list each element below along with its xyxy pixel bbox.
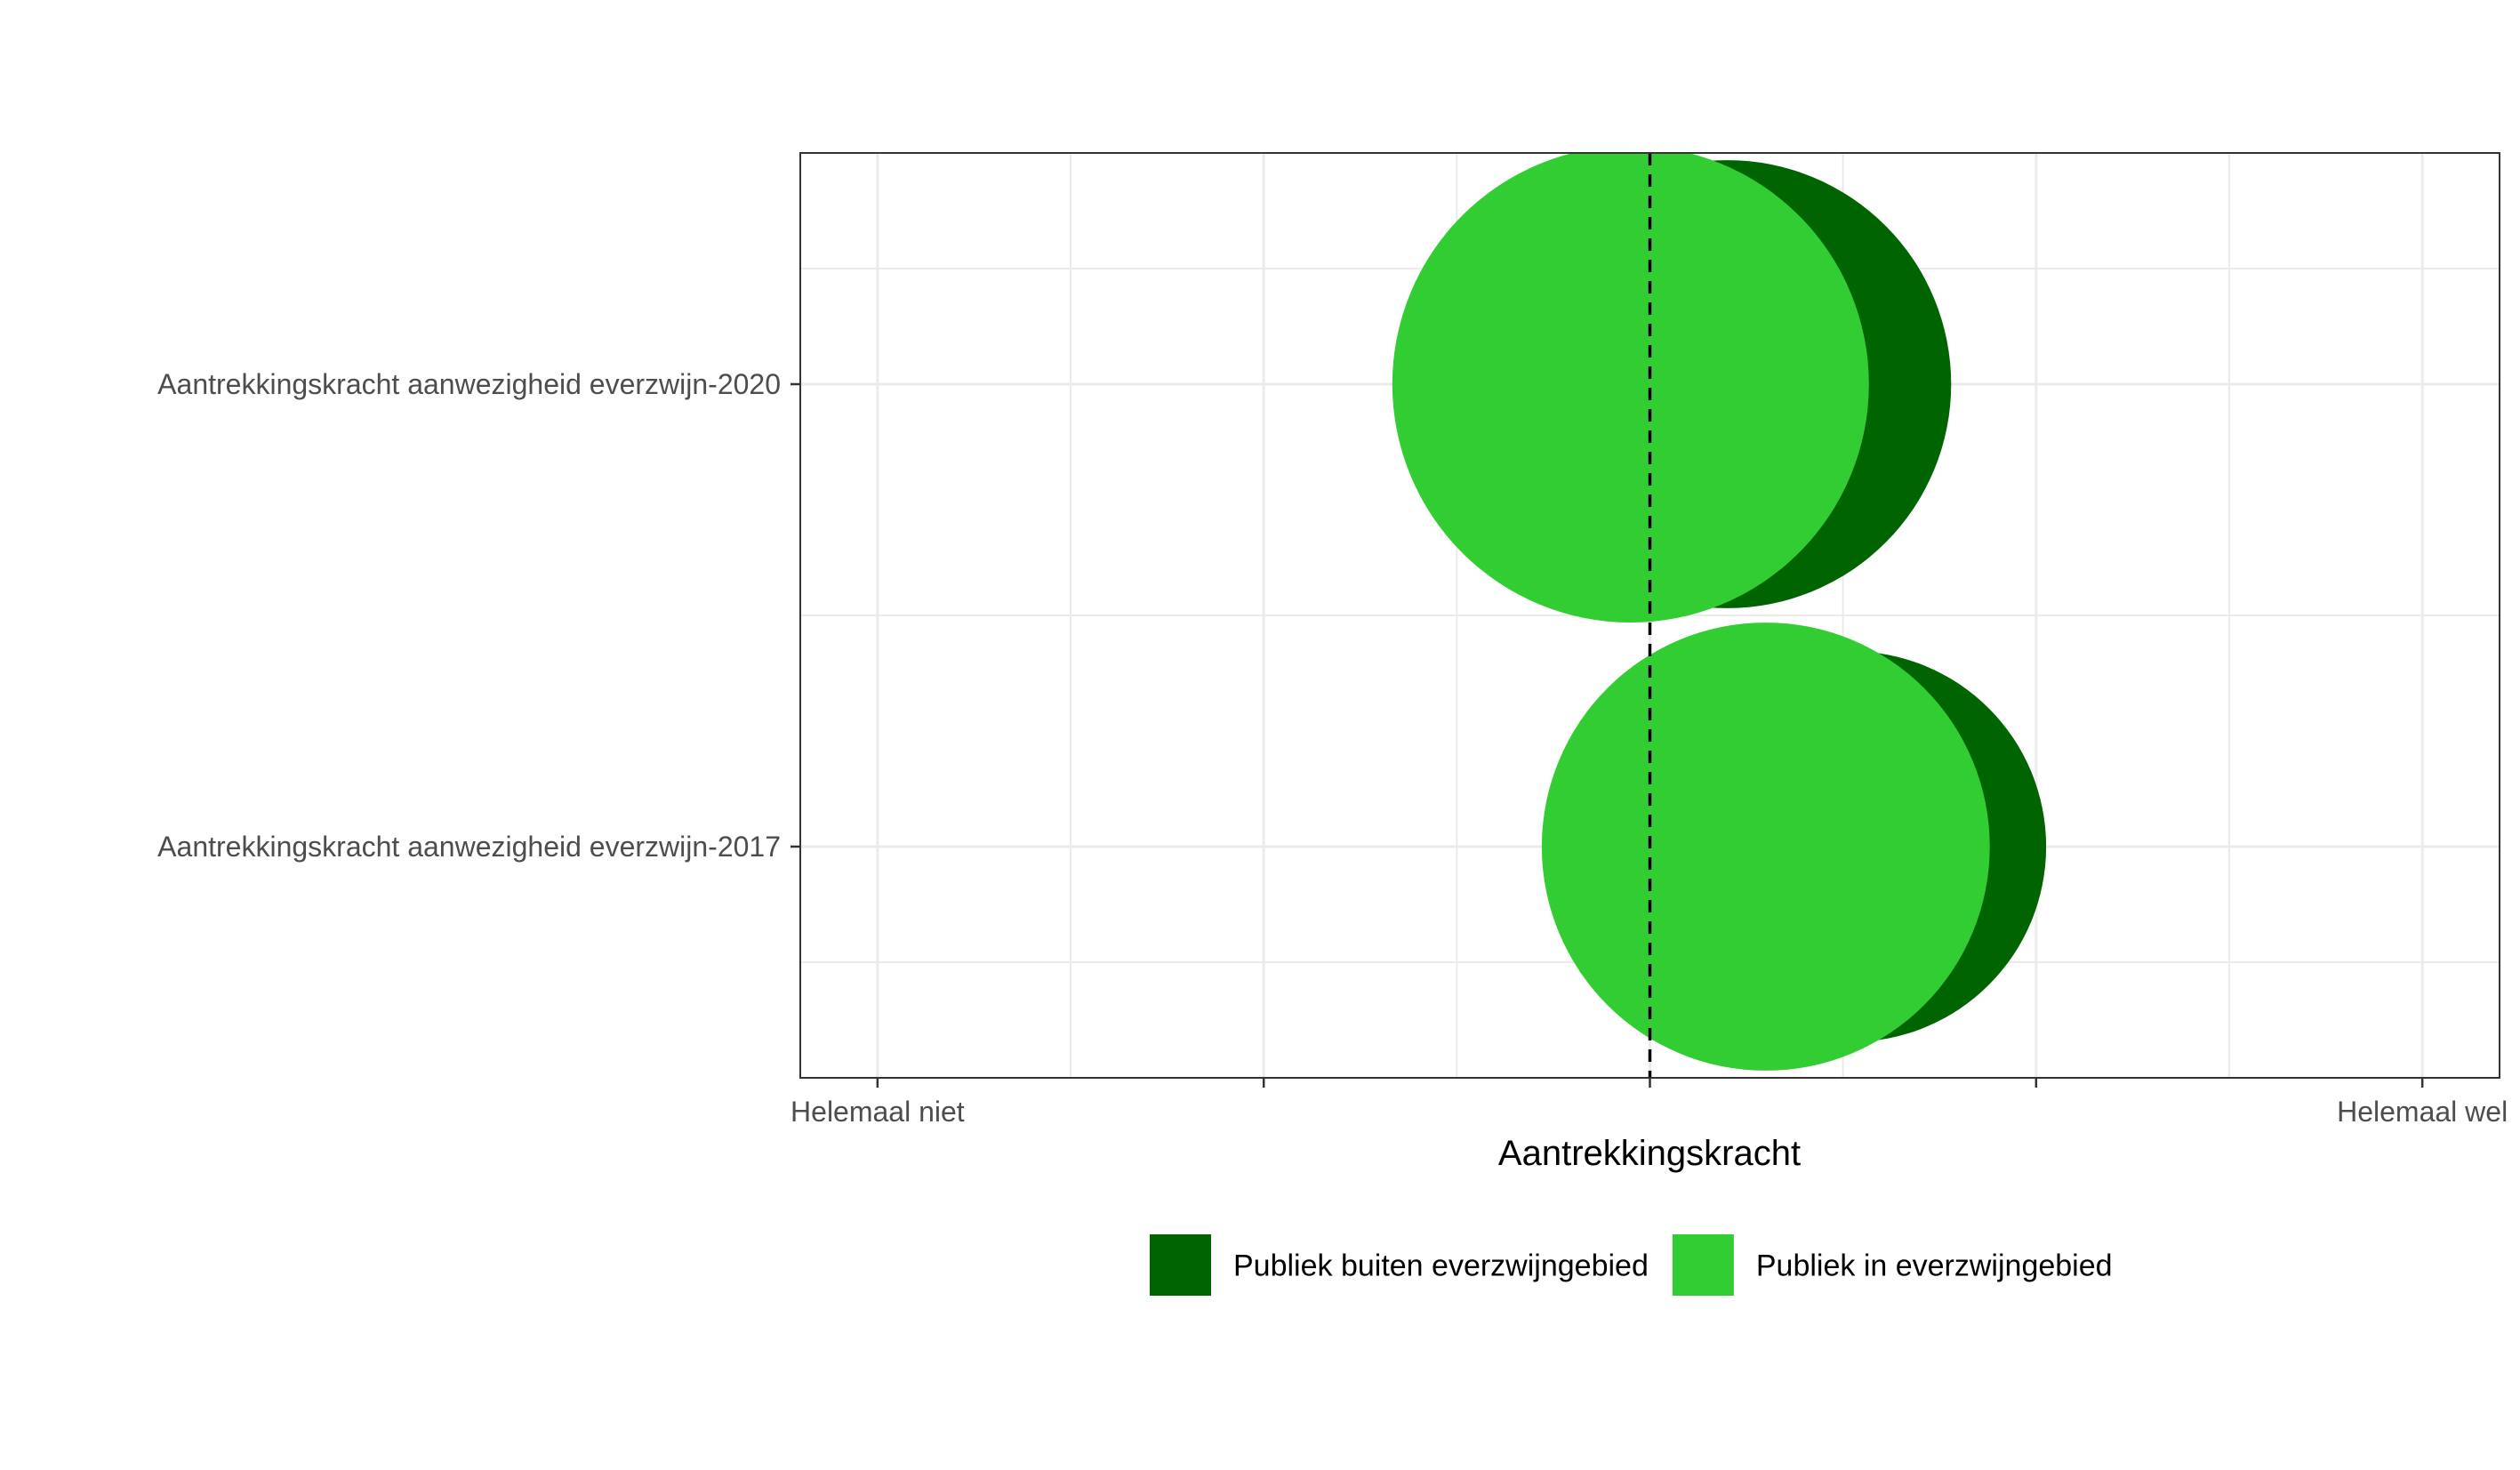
bubble-layer: [1392, 153, 2047, 1071]
legend-key-in: [1672, 1234, 1734, 1296]
legend-label: Publiek buiten everzwijngebied: [1233, 1249, 1649, 1283]
x-axis-title: Aantrekkingskracht: [1498, 1134, 1801, 1173]
legend-key-buiten: [1150, 1234, 1211, 1296]
y-tick-label: Aantrekkingskracht aanwezigheid everzwij…: [157, 831, 781, 863]
y-tick-label: Aantrekkingskracht aanwezigheid everzwij…: [157, 368, 781, 400]
legend-label: Publiek in everzwijngebied: [1756, 1249, 2113, 1283]
bubble-in-2020: [1392, 153, 1869, 623]
x-tick-label: Helemaal niet: [791, 1096, 965, 1128]
y-axis: Aantrekkingskracht aanwezigheid everzwij…: [157, 368, 800, 863]
legend: Publiek buiten everzwijngebied Publiek in…: [1150, 1234, 2113, 1296]
bubble-in-2017: [1541, 623, 1990, 1071]
x-axis: Helemaal niet Helemaal wel: [791, 1078, 2508, 1128]
x-tick-label: Helemaal wel: [2337, 1096, 2508, 1128]
